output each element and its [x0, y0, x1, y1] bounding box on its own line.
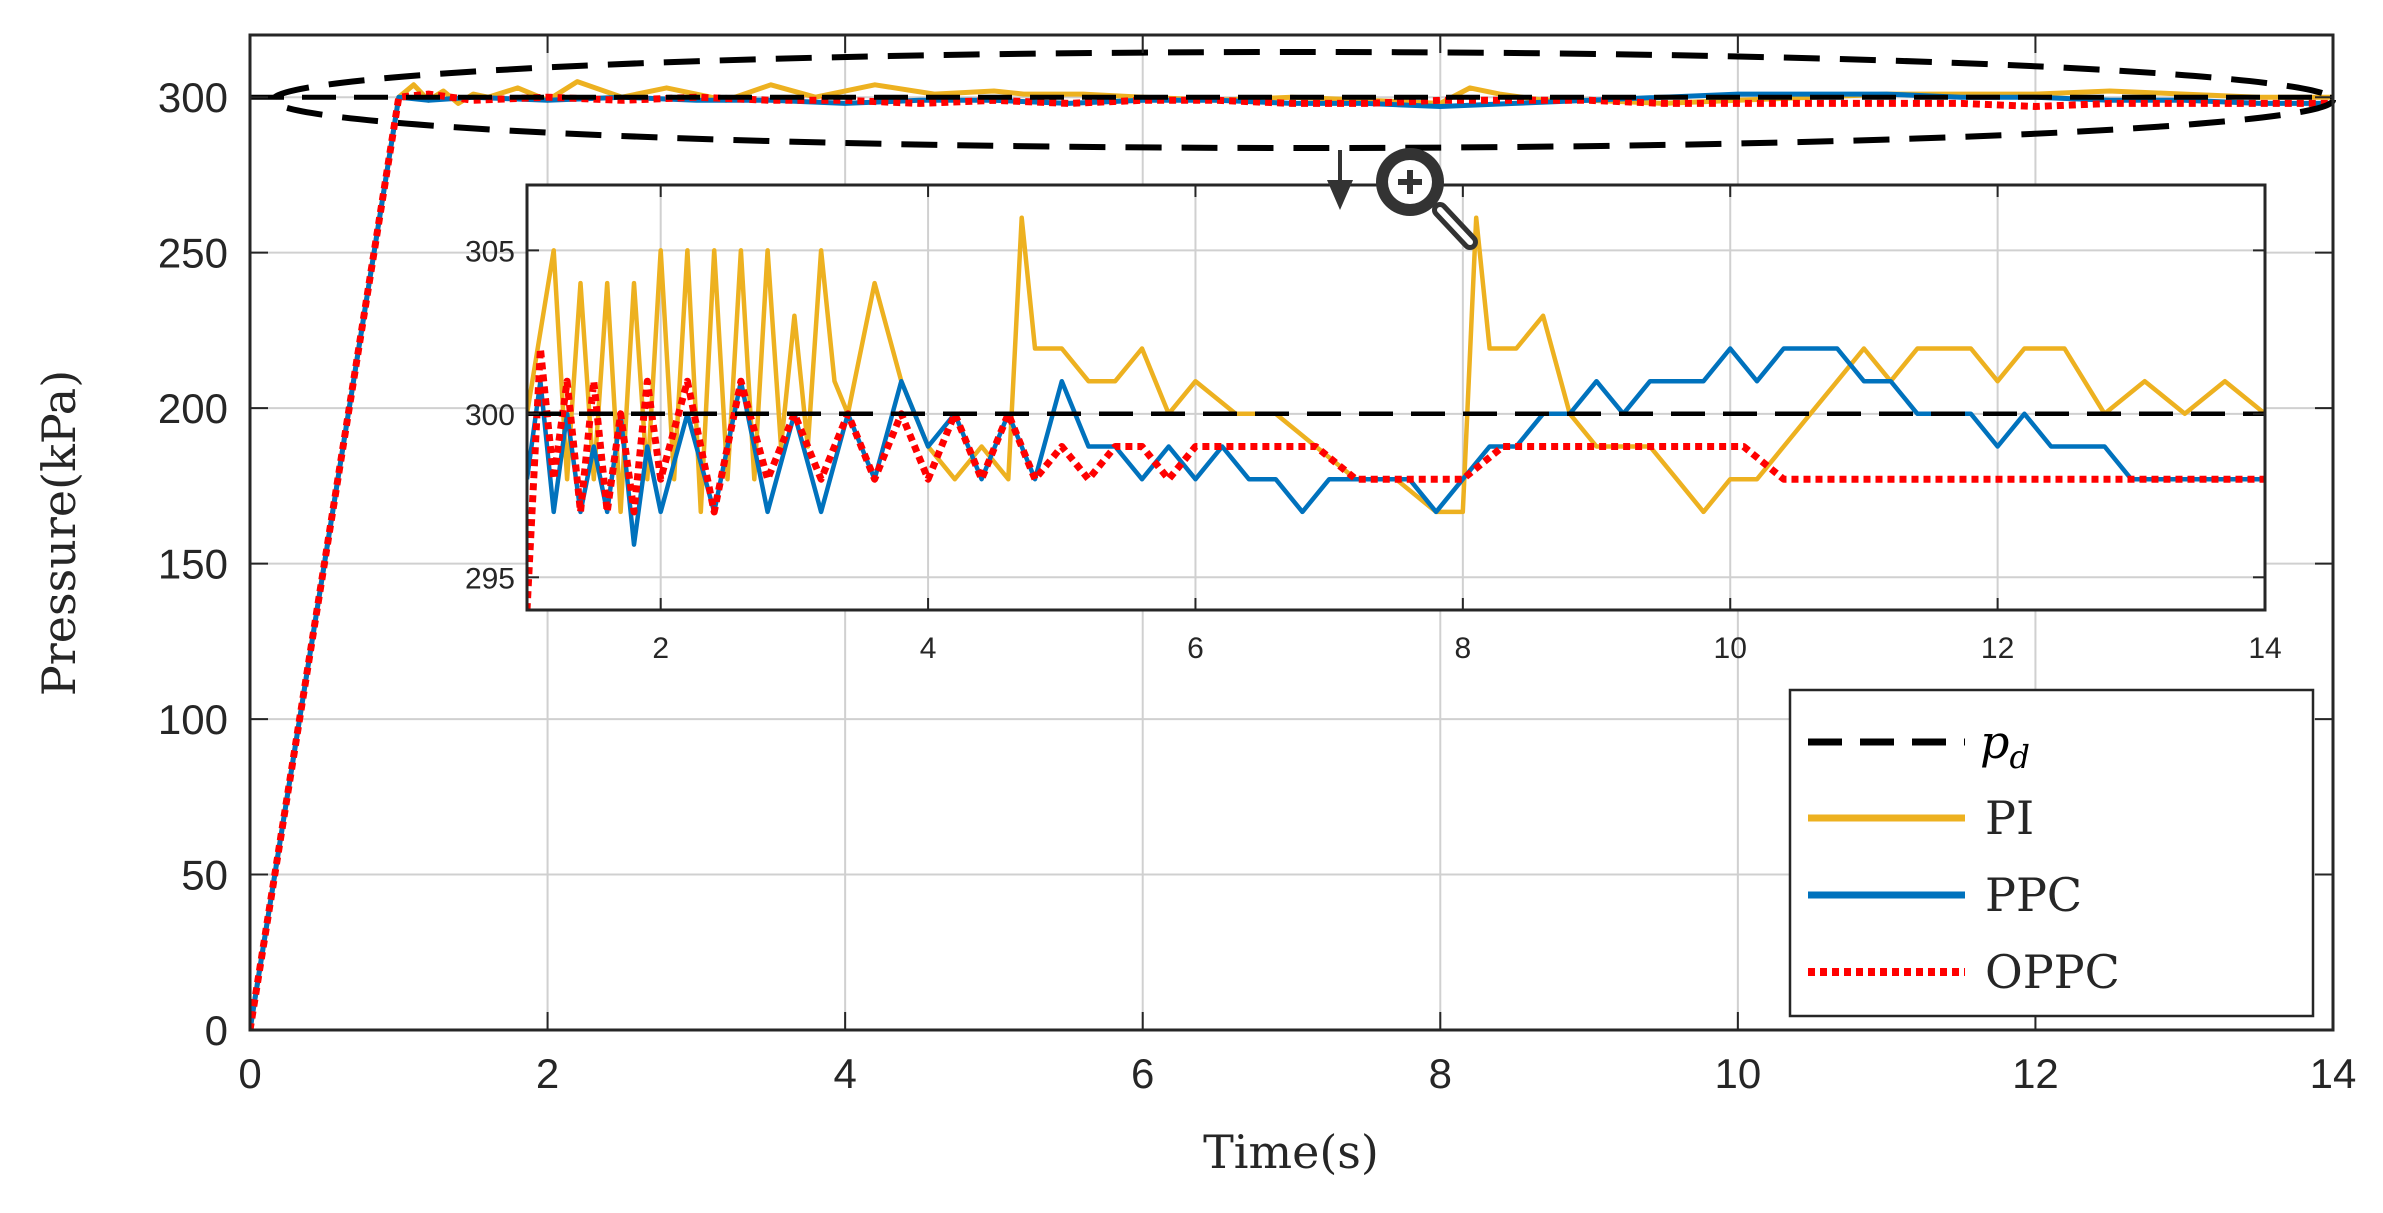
- main-x-tick-label: 2: [536, 1050, 559, 1097]
- inset-x-tick-label: 12: [1981, 632, 2014, 665]
- legend-label-pd: pd: [1980, 715, 2030, 776]
- main-y-tick-label: 50: [181, 852, 228, 899]
- main-y-tick-label: 100: [158, 696, 228, 743]
- main-x-tick-label: 8: [1429, 1050, 1452, 1097]
- main-axes-box: [248, 33, 2335, 1032]
- main-series: [250, 79, 2333, 1030]
- main-x-tick-label: 10: [1714, 1050, 1761, 1097]
- main-y-tick-label: 300: [158, 74, 228, 121]
- inset-x-tick-label: 4: [920, 632, 937, 665]
- main-y-tick-label: 150: [158, 541, 228, 588]
- main-x-tick-label: 0: [238, 1050, 261, 1097]
- main-x-tick-label: 6: [1131, 1050, 1154, 1097]
- legend-label-oppc: OPPC: [1985, 945, 2120, 999]
- inset-series: [527, 215, 2265, 610]
- inset-background: [527, 185, 2265, 610]
- inset-x-tick-label: 14: [2248, 632, 2281, 665]
- zoom-magnifier-icon: [1327, 148, 1478, 250]
- main-y-tick-label: 200: [158, 385, 228, 432]
- main-x-tick-label: 12: [2012, 1050, 2059, 1097]
- main-x-tick-label: 4: [833, 1050, 856, 1097]
- inset-y-tick-label: 300: [465, 399, 515, 432]
- inset-series-oppc-line: [527, 345, 2265, 610]
- inset-y-tick-label: 295: [465, 562, 515, 595]
- inset-ticks: 2 4 6 8 10 12 14 295 300 305: [465, 185, 2282, 665]
- main-y-tick-label: 250: [158, 230, 228, 277]
- main-x-tick-label: 14: [2310, 1050, 2357, 1097]
- inset-x-tick-label: 2: [652, 632, 669, 665]
- main-y-tick-label: 0: [205, 1007, 228, 1054]
- main-ticks: 0 2 4 6 8 10 12 14 0 50 100 150 200 250 300: [158, 35, 2356, 1097]
- legend: pd PI PPC OPPC: [1788, 688, 2315, 1018]
- main-x-label: Time(s): [1203, 1125, 1379, 1179]
- inset-y-tick-label: 305: [465, 235, 515, 268]
- legend-label-ppc: PPC: [1985, 868, 2082, 922]
- legend-label-pd-base: p: [1980, 715, 2009, 769]
- legend-label-pd-sub: d: [2009, 738, 2029, 776]
- inset-x-tick-label: 8: [1455, 632, 1472, 665]
- legend-label-pi: PI: [1985, 791, 2034, 845]
- inset-x-tick-label: 6: [1187, 632, 1204, 665]
- main-y-label: Pressure(kPa): [32, 370, 86, 696]
- inset-x-tick-label: 10: [1714, 632, 1747, 665]
- main-series-oppc-line: [250, 90, 2333, 1030]
